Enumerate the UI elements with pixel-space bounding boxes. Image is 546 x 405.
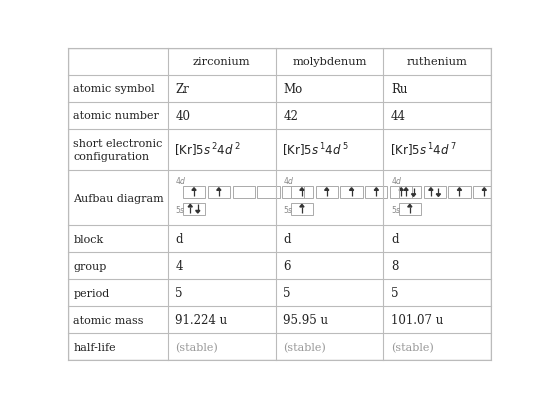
Polygon shape	[399, 188, 403, 191]
Text: atomic symbol: atomic symbol	[73, 84, 155, 94]
Text: (stable): (stable)	[391, 342, 434, 352]
Text: half-life: half-life	[73, 342, 116, 352]
Bar	[448, 187, 471, 199]
Text: 101.07 u: 101.07 u	[391, 313, 443, 326]
Text: $4d$: $4d$	[283, 175, 295, 186]
Polygon shape	[482, 188, 486, 191]
Bar	[390, 187, 412, 199]
Bar	[498, 187, 520, 199]
Text: Aufbau diagram: Aufbau diagram	[73, 193, 164, 203]
Text: zirconium: zirconium	[193, 57, 251, 67]
Text: $4d$: $4d$	[175, 175, 187, 186]
Text: 40: 40	[175, 109, 191, 122]
Polygon shape	[404, 188, 408, 191]
Text: $5s$: $5s$	[283, 204, 294, 215]
Text: period: period	[73, 288, 110, 298]
Text: atomic mass: atomic mass	[73, 315, 144, 325]
Polygon shape	[374, 188, 378, 191]
Bar	[233, 187, 255, 199]
Text: molybdenum: molybdenum	[292, 57, 367, 67]
Text: 4: 4	[175, 260, 183, 273]
Bar	[399, 187, 421, 199]
Bar	[207, 187, 230, 199]
Polygon shape	[349, 188, 354, 191]
Text: d: d	[283, 233, 290, 246]
Text: 91.224 u: 91.224 u	[175, 313, 228, 326]
Text: 6: 6	[283, 260, 290, 273]
Text: atomic number: atomic number	[73, 111, 159, 121]
Polygon shape	[300, 205, 304, 207]
Bar	[341, 187, 363, 199]
Bar	[257, 187, 280, 199]
Text: d: d	[391, 233, 399, 246]
Bar	[282, 187, 304, 199]
Polygon shape	[300, 188, 304, 191]
Bar	[424, 187, 446, 199]
Text: Zr: Zr	[175, 83, 189, 96]
Bar	[183, 187, 205, 199]
Bar	[473, 187, 495, 199]
Text: ruthenium: ruthenium	[407, 57, 468, 67]
Text: (stable): (stable)	[283, 342, 326, 352]
Polygon shape	[195, 211, 200, 213]
Bar	[316, 187, 338, 199]
Polygon shape	[436, 194, 441, 197]
Polygon shape	[458, 188, 461, 191]
Bar	[291, 187, 313, 199]
Text: block: block	[73, 234, 104, 244]
Bar	[399, 203, 421, 215]
Text: $[\mathrm{Kr}]5s^{\,1}4d^{\,7}$: $[\mathrm{Kr}]5s^{\,1}4d^{\,7}$	[390, 141, 456, 159]
Text: 5: 5	[283, 287, 290, 300]
Polygon shape	[217, 188, 221, 191]
Polygon shape	[507, 188, 511, 191]
Text: 8: 8	[391, 260, 399, 273]
Text: Ru: Ru	[391, 83, 407, 96]
Text: 5: 5	[175, 287, 183, 300]
Polygon shape	[324, 188, 329, 191]
Text: $[\mathrm{Kr}]5s^{\,1}4d^{\,5}$: $[\mathrm{Kr}]5s^{\,1}4d^{\,5}$	[282, 141, 348, 159]
Text: 44: 44	[391, 109, 406, 122]
Text: $5s$: $5s$	[391, 204, 402, 215]
Bar	[365, 187, 388, 199]
Polygon shape	[408, 205, 412, 207]
Text: $5s$: $5s$	[175, 204, 186, 215]
Text: 5: 5	[391, 287, 399, 300]
Text: 95.95 u: 95.95 u	[283, 313, 328, 326]
Polygon shape	[429, 188, 433, 191]
Text: $[\mathrm{Kr}]5s^{\,2}4d^{\,2}$: $[\mathrm{Kr}]5s^{\,2}4d^{\,2}$	[174, 141, 241, 159]
Text: group: group	[73, 261, 106, 271]
Text: Mo: Mo	[283, 83, 302, 96]
Text: 42: 42	[283, 109, 298, 122]
Bar	[291, 203, 313, 215]
Text: d: d	[175, 233, 183, 246]
Text: short electronic
configuration: short electronic configuration	[73, 139, 163, 161]
Text: $4d$: $4d$	[391, 175, 403, 186]
Text: (stable): (stable)	[175, 342, 218, 352]
Polygon shape	[412, 194, 416, 197]
Polygon shape	[192, 188, 196, 191]
Bar	[183, 203, 205, 215]
Polygon shape	[188, 205, 192, 207]
